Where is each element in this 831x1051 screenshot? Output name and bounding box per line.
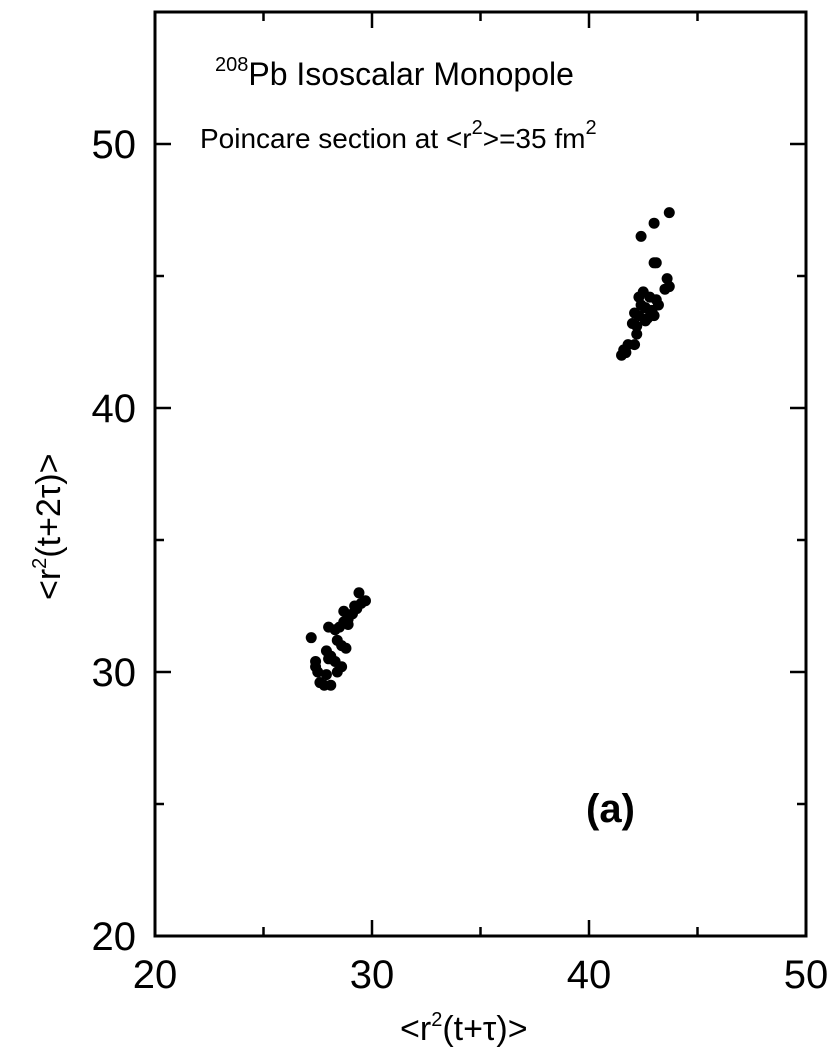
data-points — [305, 207, 675, 691]
y-tick-label: 40 — [92, 387, 137, 431]
subtitle-superscript-2: 2 — [585, 117, 596, 139]
title-text: Pb Isoscalar Monopole — [248, 56, 574, 92]
data-point — [635, 230, 647, 242]
data-point — [620, 347, 632, 359]
data-point — [325, 679, 337, 691]
x-tick-label: 40 — [567, 953, 612, 997]
data-point — [336, 661, 348, 673]
data-point — [631, 320, 643, 332]
data-point — [650, 294, 662, 306]
subtitle-part-2: >=35 fm — [483, 123, 586, 154]
data-point — [342, 618, 354, 630]
y-tick-label: 50 — [92, 123, 137, 167]
axis-ticks — [153, 10, 808, 938]
y-axis-label-superscript: 2 — [29, 558, 51, 569]
data-point — [631, 328, 643, 340]
y-axis-label-part-2: (t+2τ)> — [30, 454, 68, 558]
subtitle-part-1: Poincare section at <r — [200, 123, 472, 154]
subtitle-superscript-1: 2 — [472, 117, 483, 139]
data-point — [349, 600, 361, 612]
data-point — [646, 307, 658, 319]
title-superscript: 208 — [215, 54, 248, 76]
data-point — [323, 653, 335, 665]
x-axis-label-part-1: <r — [400, 1010, 431, 1048]
data-point — [312, 666, 324, 678]
data-point — [650, 257, 662, 269]
panel-label: (a) — [586, 787, 635, 831]
y-tick-label: 30 — [92, 651, 137, 695]
data-point — [338, 605, 350, 617]
data-point — [320, 669, 332, 681]
y-axis-label: <r2(t+2τ)> — [29, 454, 68, 600]
chart-subtitle: Poincare section at <r2>=35 fm2 — [200, 117, 597, 154]
y-axis-label-part-1: <r — [30, 569, 68, 600]
data-point — [340, 642, 352, 654]
tick-labels: 20 30 40 50 20 30 40 50 — [92, 123, 829, 997]
data-point — [331, 634, 343, 646]
x-tick-label: 30 — [350, 953, 395, 997]
data-point — [639, 315, 651, 327]
data-point — [629, 339, 641, 351]
data-point — [310, 655, 322, 667]
data-point — [663, 281, 675, 293]
x-axis-label: <r2(t+τ)> — [400, 1009, 528, 1048]
data-point — [663, 207, 675, 219]
x-tick-label: 50 — [784, 953, 829, 997]
y-tick-label: 20 — [92, 915, 137, 959]
x-tick-label: 20 — [133, 953, 178, 997]
data-point — [353, 587, 365, 599]
x-axis-label-superscript: 2 — [431, 1009, 442, 1031]
data-point — [359, 595, 371, 607]
chart-title: 208Pb Isoscalar Monopole — [215, 54, 574, 92]
data-point — [648, 217, 660, 229]
x-axis-label-part-2: (t+τ)> — [442, 1010, 527, 1048]
data-point — [305, 632, 317, 644]
